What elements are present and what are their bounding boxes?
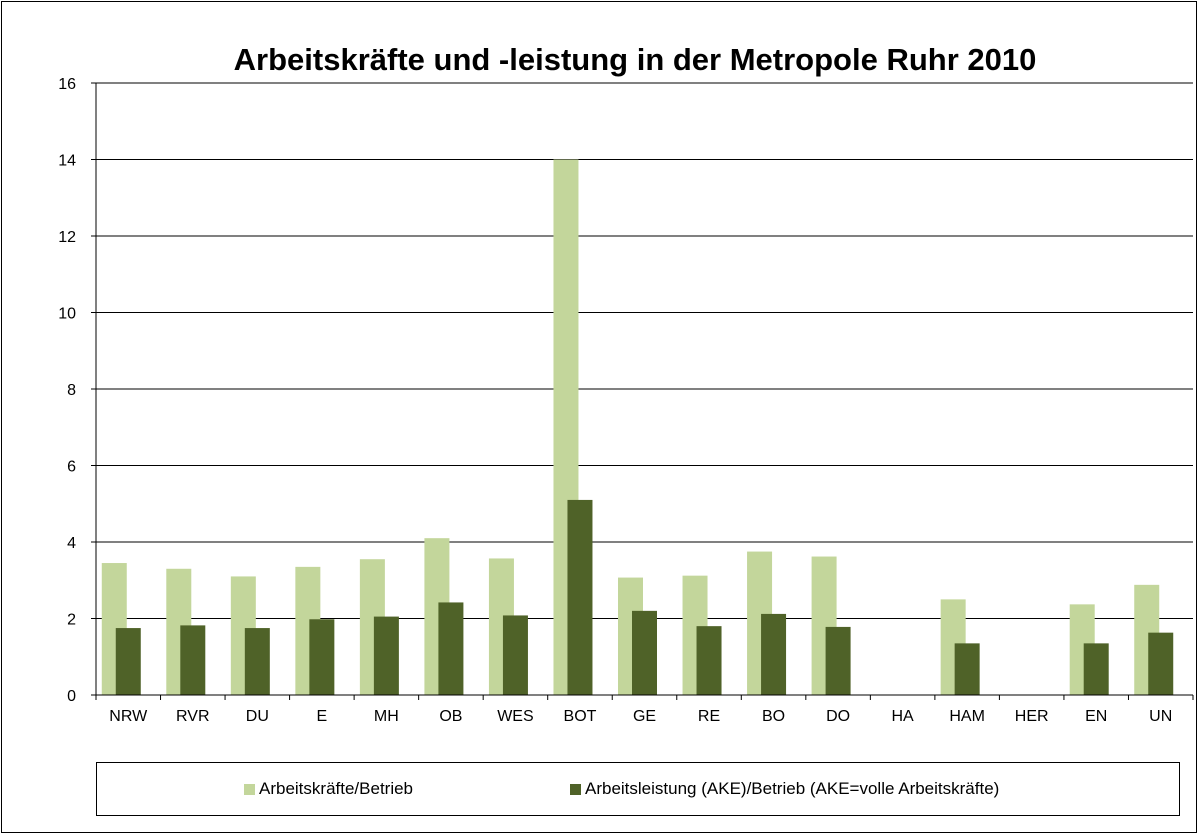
legend-swatch-series-1: [244, 783, 255, 795]
y-tick-label: 10: [58, 306, 76, 323]
x-tick-label: DU: [246, 708, 269, 725]
bar-series-2-en: [1083, 643, 1109, 695]
x-tick-label: BO: [762, 708, 785, 725]
bar-series-2-rvr: [180, 625, 206, 695]
bar-series-2-re: [696, 626, 722, 695]
x-tick-label: BOT: [564, 708, 597, 725]
x-tick-label: HA: [892, 708, 915, 725]
y-tick-label: 2: [67, 612, 76, 629]
x-axis-tick-labels: NRW RVR DU E MH OB WES BOT GE RE BO DO HA HAM HER EN UN: [95, 695, 1194, 725]
x-tick-label: GE: [633, 708, 656, 725]
x-tick-label: E: [317, 708, 328, 725]
y-tick-label: 0: [67, 688, 76, 705]
x-tick-label: HER: [1015, 708, 1049, 725]
bar-series-2-ham: [954, 643, 980, 695]
bar-series-2-bo: [761, 613, 787, 695]
x-tick-label: MH: [374, 708, 399, 725]
x-tick-label: NRW: [109, 708, 148, 725]
bar-series-2-du: [244, 628, 270, 695]
x-tick-label: OB: [439, 708, 462, 725]
legend-label-series-2: Arbeitsleistung (AKE)/Betrieb (AKE=volle…: [585, 779, 1000, 798]
bar-chart: 0 2 4 6 8 10 12 14 16 NRW RVR DU E MH OB WES BOT GE RE BO D…: [58, 76, 1194, 725]
x-tick-label: RE: [698, 708, 720, 725]
y-tick-label: 16: [58, 76, 76, 93]
gridlines: [96, 82, 1193, 619]
bar-series-2-ob: [438, 602, 464, 695]
bar-series-2-ge: [632, 610, 657, 695]
legend-swatch-series-2: [570, 783, 581, 795]
bar-series-2-un: [1148, 632, 1174, 695]
bar-series-2-wes: [502, 615, 528, 695]
bar-series-2-e: [309, 619, 335, 695]
x-tick-label: RVR: [176, 708, 210, 725]
bar-series-2-nrw: [115, 628, 141, 695]
legend: Arbeitskräfte/Betrieb Arbeitsleistung (A…: [96, 762, 1180, 816]
legend-item-series-2: Arbeitsleistung (AKE)/Betrieb (AKE=volle…: [570, 779, 999, 799]
legend-label-series-1: Arbeitskräfte/Betrieb: [259, 779, 414, 798]
y-tick-label: 12: [58, 229, 76, 246]
chart-title: Arbeitskräfte und -leistung in der Metro…: [233, 42, 1037, 77]
y-tick-label: 4: [67, 535, 76, 552]
x-tick-label: WES: [497, 708, 533, 725]
y-tick-label: 14: [58, 153, 76, 170]
x-tick-label: DO: [826, 708, 850, 725]
bar-series-2-bot: [567, 499, 593, 695]
y-axis-ticks: 0 2 4 6 8 10 12 14 16: [58, 76, 96, 705]
x-tick-label: HAM: [949, 708, 985, 725]
legend-item-series-1: Arbeitskräfte/Betrieb: [244, 779, 413, 799]
x-tick-label: UN: [1149, 708, 1172, 725]
y-tick-label: 8: [67, 382, 76, 399]
bar-series-2-do: [825, 626, 851, 695]
x-tick-label: EN: [1085, 708, 1107, 725]
axes: [95, 83, 1193, 696]
bar-series-2-mh: [373, 616, 399, 695]
bars: [101, 159, 1174, 695]
y-tick-label: 6: [67, 459, 76, 476]
